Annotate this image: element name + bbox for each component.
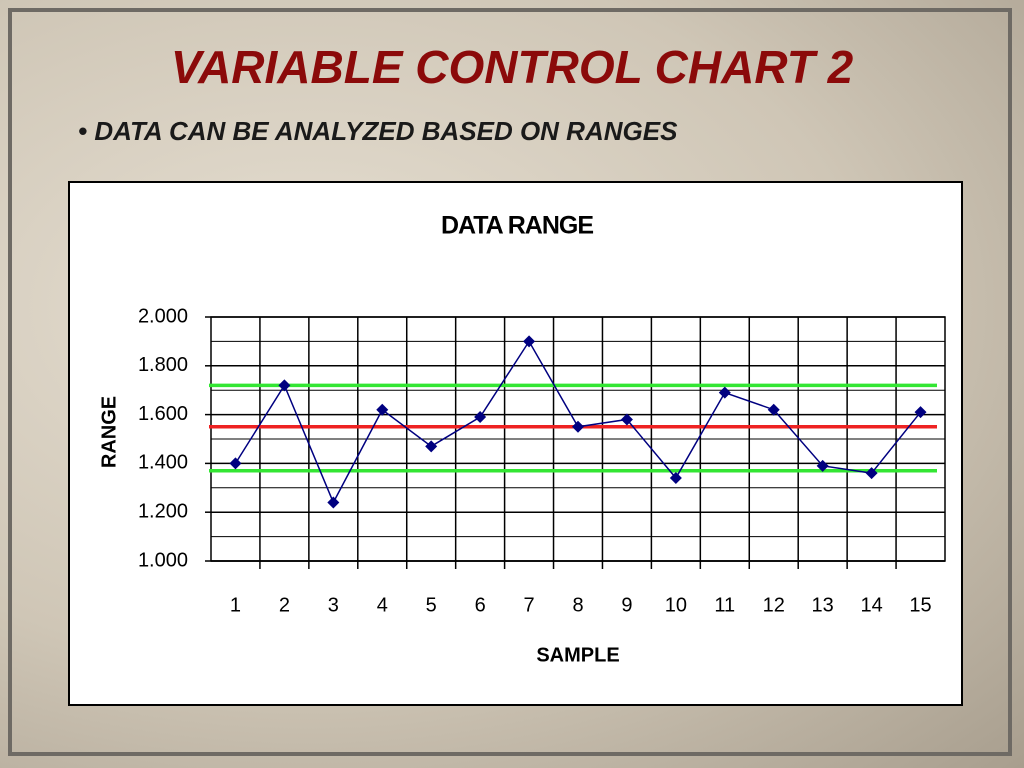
- data-marker: [718, 386, 731, 399]
- x-tick-label: 9: [621, 594, 632, 616]
- data-marker: [229, 457, 242, 470]
- bullet-text: DATA CAN BE ANALYZED BASED ON RANGES: [94, 116, 678, 146]
- y-tick-label: 1.800: [138, 354, 188, 376]
- data-marker: [669, 472, 682, 485]
- x-tick-label: 5: [426, 594, 437, 616]
- data-marker: [572, 420, 584, 433]
- data-marker: [376, 403, 389, 416]
- x-tick-label: 4: [377, 594, 388, 616]
- data-marker: [523, 335, 536, 348]
- x-axis-label: SAMPLE: [536, 644, 619, 666]
- x-tick-label: 7: [524, 594, 535, 616]
- x-tick-label: 1: [230, 594, 241, 616]
- chart-title: DATA RANGE: [441, 212, 593, 240]
- y-tick-label: 1.400: [138, 452, 188, 474]
- bullet: • DATA CAN BE ANALYZED BASED ON RANGES: [78, 116, 678, 146]
- data-marker: [474, 411, 487, 424]
- data-marker: [327, 496, 340, 509]
- slide-title: VARIABLE CONTROL CHART 2: [170, 41, 854, 93]
- x-tick-label: 14: [860, 594, 882, 616]
- data-marker: [278, 379, 291, 392]
- y-tick-label: 1.200: [138, 500, 188, 522]
- x-tick-label: 10: [665, 594, 687, 616]
- data-marker: [425, 440, 438, 453]
- y-tick-label: 1.000: [138, 549, 188, 571]
- x-tick-label: 15: [909, 594, 931, 616]
- data-marker: [767, 403, 780, 416]
- data-marker: [620, 413, 633, 426]
- y-tick-label: 1.600: [138, 403, 188, 425]
- x-tick-label: 3: [328, 594, 339, 616]
- data-marker: [816, 459, 829, 472]
- x-tick-label: 8: [572, 594, 583, 616]
- x-tick-label: 13: [812, 594, 834, 616]
- x-tick-label: 11: [714, 594, 735, 616]
- frame: [8, 8, 1012, 756]
- data-marker: [865, 467, 878, 480]
- x-tick-label: 2: [279, 594, 290, 616]
- x-tick-label: 6: [475, 594, 486, 616]
- y-axis-label: RANGE: [98, 396, 120, 468]
- data-marker: [914, 406, 927, 419]
- y-tick-label: 2.000: [138, 305, 188, 327]
- x-tick-label: 12: [763, 594, 785, 616]
